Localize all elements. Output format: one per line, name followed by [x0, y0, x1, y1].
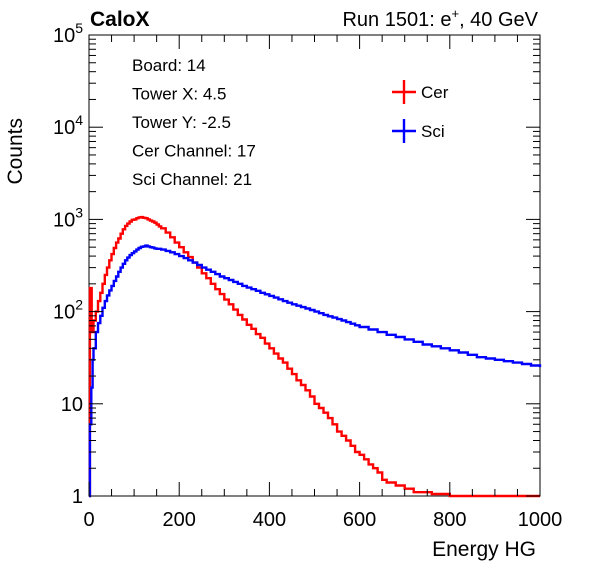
- info-box: Board: 14 Tower X: 4.5 Tower Y: -2.5 Cer Ch…: [132, 56, 256, 189]
- legend-label-sci: Sci: [421, 122, 445, 141]
- y-tick-label: 103: [53, 204, 83, 231]
- x-tick-label: 800: [433, 509, 466, 531]
- y-tick-label-base: 10: [53, 209, 75, 231]
- y-tick-label: 1: [72, 486, 83, 508]
- y-tick-label: 102: [53, 297, 83, 324]
- info-line: Tower X: 4.5: [132, 85, 227, 104]
- y-tick-label-base: 10: [61, 394, 83, 416]
- y-tick-label: 104: [53, 112, 83, 139]
- y-tick-label-base: 10: [53, 302, 75, 324]
- y-tick-label-base: 10: [53, 117, 75, 139]
- y-tick-label-exponent: 3: [75, 204, 83, 220]
- y-axis-title: Counts: [4, 118, 27, 185]
- x-tick-label: 200: [163, 509, 196, 531]
- series-line-sci: [88, 244, 542, 498]
- x-tick-label: 0: [83, 509, 94, 531]
- series-layer: [88, 215, 542, 498]
- title-positron-superscript: +: [451, 6, 459, 21]
- y-tick-label-base: 1: [72, 486, 83, 508]
- info-line: Tower Y: -2.5: [132, 113, 231, 132]
- chart-title-right: Run 1501: e+, 40 GeV: [342, 6, 538, 31]
- y-tick-label-exponent: 5: [75, 20, 83, 36]
- x-axis-title: Energy HG: [432, 538, 536, 561]
- x-tick-label: 1000: [518, 509, 563, 531]
- legend-label-cer: Cer: [421, 83, 449, 102]
- plot-frame: [88, 34, 541, 497]
- title-run-prefix: Run 1501: e: [342, 9, 451, 31]
- info-line: Board: 14: [132, 56, 206, 75]
- info-line: Sci Channel: 21: [132, 170, 252, 189]
- y-tick-label-exponent: 4: [75, 112, 83, 128]
- title-energy-suffix: , 40 GeV: [459, 9, 539, 31]
- legend: Cer Sci: [392, 80, 449, 143]
- y-tick-label: 105: [53, 20, 83, 47]
- chart-title-left: CaloX: [90, 8, 150, 31]
- x-tick-label: 400: [253, 509, 286, 531]
- x-tick-label: 600: [343, 509, 376, 531]
- info-line: Cer Channel: 17: [132, 142, 256, 161]
- y-tick-label-base: 10: [53, 25, 75, 47]
- y-tick-label-exponent: 2: [75, 297, 83, 313]
- y-tick-label: 10: [61, 394, 83, 416]
- series-line-cer: [88, 215, 540, 498]
- x-tick-labels: 0 200 400 600 800 1000: [83, 509, 562, 531]
- ticks-layer: [88, 34, 541, 497]
